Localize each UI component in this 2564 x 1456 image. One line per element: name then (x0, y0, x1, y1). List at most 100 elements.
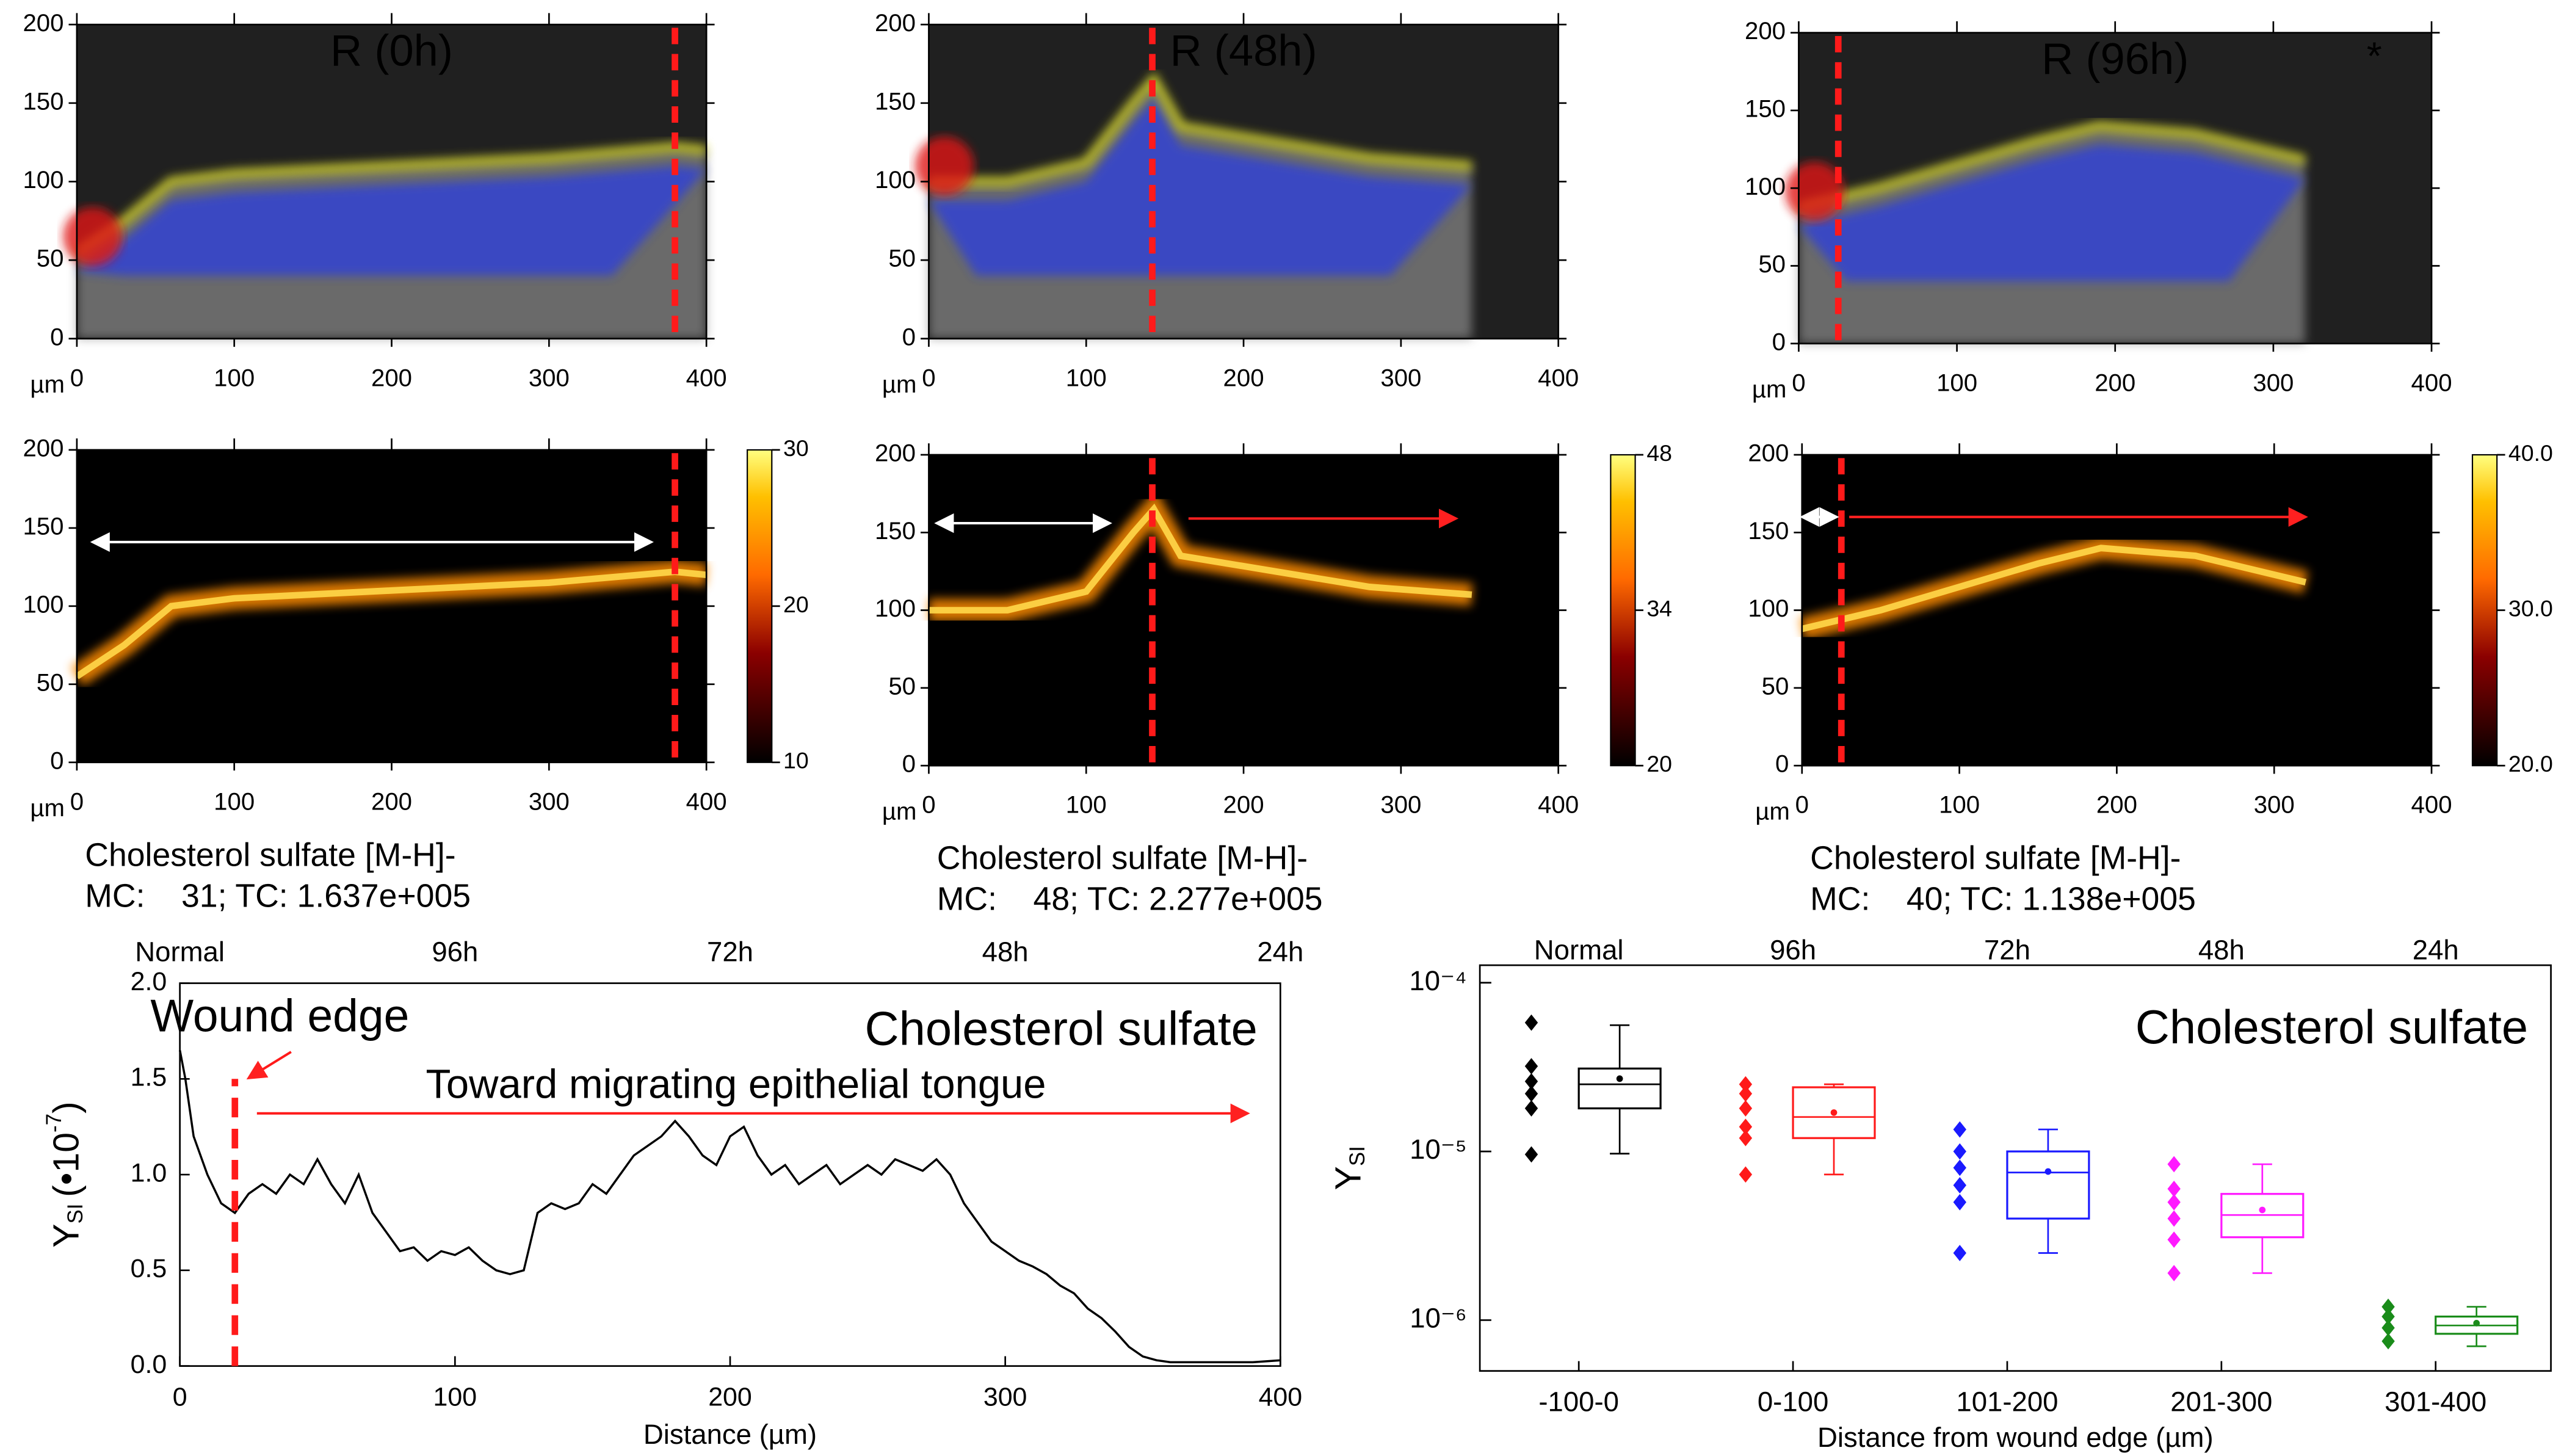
x-tick-label: 200 (1223, 364, 1264, 391)
x-tick-label: 100 (214, 364, 255, 391)
data-point (1953, 1121, 1966, 1138)
mean (2259, 1206, 2266, 1214)
data-point (1524, 1146, 1538, 1163)
colorbar-tick-label: 30.0 (2508, 595, 2553, 621)
x-tick-label: 100 (1066, 791, 1107, 819)
y-axis-label: YSI (•10-7) (42, 1101, 87, 1247)
y-label-sub: SI (63, 1204, 87, 1224)
y-tick-label: 0 (50, 323, 63, 350)
top-label: Normal (1534, 935, 1624, 966)
wound-edge-pointer (246, 1051, 292, 1080)
x-tick-label: 101-200 (1956, 1386, 2058, 1417)
x-axis-label: Distance (µm) (643, 1419, 817, 1450)
y-tick-label: 10⁻⁴ (1409, 965, 1466, 996)
colorbar-tick-label: 30 (783, 435, 809, 461)
y-tick-label: 0 (1772, 328, 1786, 355)
y-tick-label: 100 (1748, 595, 1789, 622)
x-tick-label: 400 (1538, 791, 1579, 819)
colorbar-tick-label: 34 (1646, 595, 1672, 621)
x-tick-label: 0 (1792, 369, 1805, 396)
y-tick-label: 0.0 (131, 1350, 167, 1379)
y-tick-label: 100 (875, 595, 916, 622)
mean (2044, 1168, 2052, 1175)
y-tick-label: 100 (23, 590, 63, 618)
y-tick-label: 2.0 (131, 967, 167, 996)
y-tick-label: 100 (875, 166, 916, 194)
data-point (1739, 1118, 1753, 1135)
data-point (2381, 1319, 2395, 1336)
data-point (2167, 1193, 2181, 1211)
x-tick-label: 301-400 (2385, 1386, 2486, 1417)
tissue-blue (76, 165, 707, 276)
colorbar-tick-label: 20 (783, 592, 809, 617)
y-tick-label: 1.5 (131, 1063, 167, 1092)
data-point (1739, 1100, 1753, 1117)
data-point (1524, 1100, 1538, 1117)
data-point (2167, 1181, 2181, 1197)
caption: MC: 40; TC: 1.138e+005 (1810, 881, 2196, 918)
data-point (2167, 1210, 2181, 1227)
signal-core (929, 503, 1472, 614)
wound-edge-label: Wound edge (150, 990, 409, 1041)
caption: Cholesterol sulfate [M-H]- (85, 836, 455, 873)
x-tick-label: 200 (1223, 791, 1264, 819)
x-tick-label: 300 (2253, 369, 2294, 396)
x-unit: µm (882, 371, 917, 398)
data-point (1524, 1085, 1538, 1102)
data-point (2381, 1333, 2395, 1350)
x-tick-label: 300 (529, 788, 570, 815)
data-point (2167, 1265, 2181, 1281)
top-label: 48h (982, 936, 1029, 967)
x-tick-label: 200 (371, 788, 412, 815)
annotation-label: U (358, 484, 386, 528)
chart-title: Cholesterol sulfate (865, 1002, 1258, 1055)
data-point (2381, 1308, 2395, 1325)
signal-core (74, 568, 707, 679)
x-tick-label: 0 (922, 364, 935, 391)
y-tick-label: 10⁻⁵ (1410, 1134, 1467, 1165)
top-label: 96h (432, 936, 478, 967)
data-point (1953, 1193, 1966, 1211)
x-tick-label: 300 (1380, 791, 1421, 819)
colorbar (747, 449, 773, 763)
top-label: 72h (1984, 935, 2030, 966)
y-label-main: Y (1328, 1166, 1368, 1190)
caption: Cholesterol sulfate [M-H]- (1810, 840, 2181, 877)
top-label: 24h (1257, 936, 1303, 967)
x-tick-label: 100 (214, 788, 255, 815)
colorbar (1610, 454, 1636, 767)
x-tick-label: 0 (70, 364, 84, 391)
y-tick-label: 150 (23, 87, 63, 115)
tissue-red (1785, 162, 1844, 221)
x-tick-label: 400 (2411, 369, 2452, 396)
x-tick-label: 300 (2254, 791, 2295, 819)
panel-title: R (96h) (2041, 35, 2189, 84)
y-tick-label: 0 (902, 750, 916, 778)
tissue-blue (929, 98, 1472, 276)
top-label: Normal (135, 936, 225, 967)
panel-marker: * (2367, 34, 2382, 78)
data-point (1524, 1014, 1538, 1031)
tissue-red (63, 207, 122, 266)
top-label: 96h (1770, 935, 1816, 966)
tissue-edge-yellow (1797, 121, 2306, 212)
x-tick-label: 300 (983, 1383, 1027, 1412)
x-unit: µm (882, 797, 917, 825)
signal-core (1801, 545, 2307, 632)
x-tick-label: 200 (2095, 369, 2135, 396)
direction-label: Toward migrating epithelial tongue (426, 1062, 1046, 1107)
y-tick-label: 10⁻⁶ (1410, 1302, 1466, 1333)
y-tick-label: 200 (23, 435, 63, 462)
caption: MC: 31; TC: 1.637e+005 (85, 877, 471, 914)
box (1792, 1086, 1876, 1139)
y-label-sup: -7 (42, 1114, 66, 1132)
x-unit: µm (30, 371, 65, 398)
y-label-unit: (•10 (46, 1132, 86, 1197)
data-point (1524, 1058, 1538, 1074)
y-tick-label: 50 (37, 245, 64, 272)
y-tick-label: 150 (875, 87, 916, 115)
y-label-close: ) (46, 1101, 86, 1114)
x-tick-label: 201-300 (2170, 1386, 2272, 1417)
